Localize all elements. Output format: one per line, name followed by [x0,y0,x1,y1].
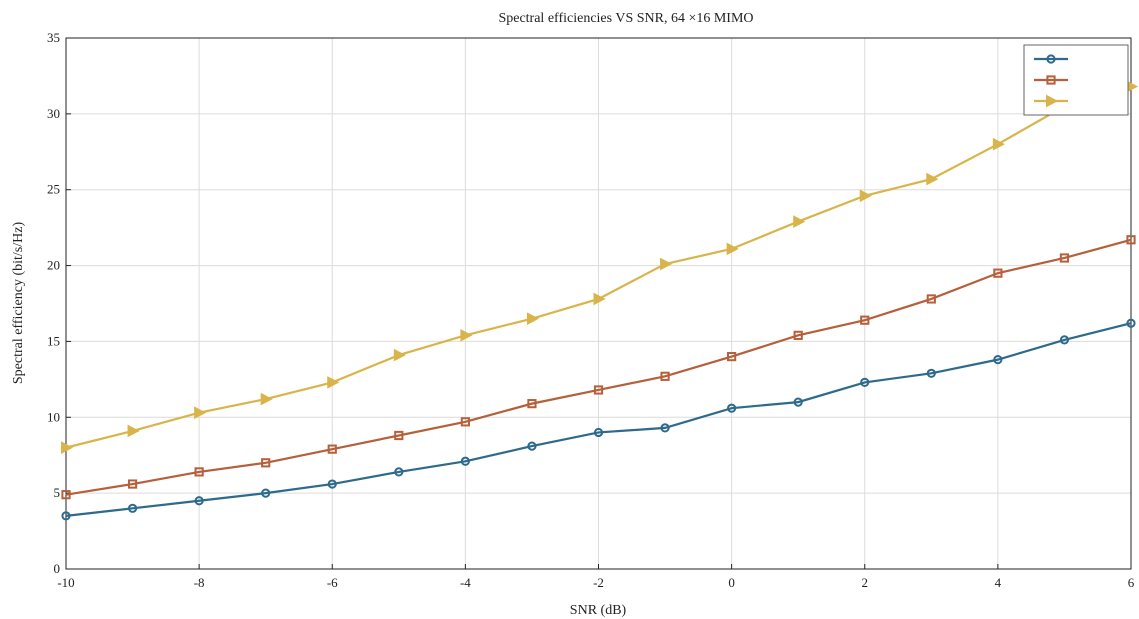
data-point [727,352,737,362]
data-point [1059,335,1070,345]
x-tick-label: -2 [593,575,604,590]
x-tick-label: 2 [862,575,869,590]
legend-marker [1046,94,1059,108]
x-tick-label: -6 [327,575,338,590]
data-point [660,423,670,433]
y-axis-label: Spectral efficiency (bit/s/Hz) [11,222,26,385]
data-point [593,292,606,306]
legend [1023,44,1129,116]
chart-title: Spectral efficiencies VS SNR, 64 ×16 MIM… [498,11,753,26]
y-tick-label: 30 [47,106,60,121]
data-point [460,456,470,466]
data-point [992,137,1005,151]
data-point [926,368,936,378]
data-point [593,427,604,438]
data-point [660,371,670,381]
data-point [726,242,739,256]
data-point [61,511,71,521]
data-point [859,189,872,203]
x-axis-label: SNR (dB) [570,603,627,618]
data-point [793,215,806,228]
x-tick-label: 0 [728,575,735,590]
data-point [526,312,540,325]
data-point [1126,235,1136,245]
data-point [860,377,870,387]
y-tick-label: 10 [47,409,60,424]
legend-marker [1046,54,1056,64]
x-tick-label: -4 [460,575,471,590]
data-point [327,376,340,389]
data-point [127,503,138,513]
data-point [993,355,1003,365]
data-point [727,403,737,413]
data-point [127,424,140,438]
y-tick-label: 5 [54,485,61,500]
x-tick-label: -8 [194,575,205,590]
y-tick-label: 20 [47,258,60,273]
data-point [327,444,337,454]
data-point [261,488,271,498]
y-tick-label: 25 [47,182,60,197]
data-point [793,330,803,340]
data-point [926,172,939,186]
data-point [127,479,138,489]
x-tick-label: 4 [995,575,1002,590]
data-point [194,496,204,506]
series-3 [61,80,1139,454]
data-point [926,294,936,304]
data-point [194,406,207,420]
data-point [527,441,537,451]
y-tick-label: 0 [54,561,61,576]
data-point [394,467,404,477]
series-line [65,322,1132,517]
axes: -10 -8 -6 -4 -2 0 2 4 6 0 5 10 15 20 25 30 35 [47,30,1135,590]
data-point [1059,253,1070,263]
data-point [1126,318,1136,328]
data-point [61,490,71,500]
data-point [860,315,870,325]
series-line [65,238,1132,496]
data-point [593,385,604,395]
x-tick-label: 6 [1128,575,1135,590]
data-point [260,392,273,406]
data-point [61,441,74,454]
data-point [660,257,673,271]
grid [66,38,1131,569]
y-tick-label: 35 [47,30,60,45]
data-point [393,348,406,362]
series-layer [61,80,1139,521]
x-tick-label: -10 [57,575,74,590]
data-point [993,268,1003,278]
data-point [793,397,803,407]
data-point [460,417,470,427]
legend-marker [1046,75,1056,85]
series-2 [61,235,1136,500]
data-point [394,430,404,441]
y-tick-label: 15 [47,333,60,348]
data-point [261,458,271,468]
data-point [527,399,537,409]
data-point [194,467,204,477]
data-point [327,479,337,489]
data-point [460,329,473,342]
series-1 [61,318,1136,521]
